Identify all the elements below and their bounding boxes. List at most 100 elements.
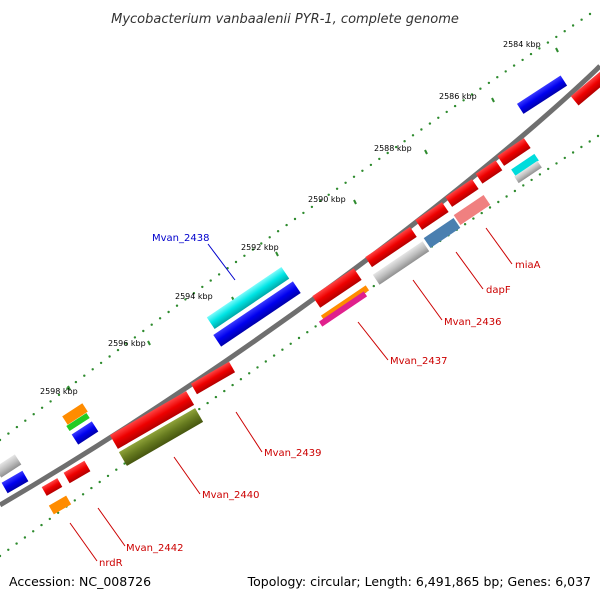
- track-dot: [394, 145, 398, 149]
- track-dot: [223, 389, 226, 393]
- track-dot: [201, 285, 204, 289]
- track-dot: [522, 184, 525, 187]
- leader-line: [455, 251, 484, 290]
- gene-block[interactable]: [372, 241, 430, 285]
- track-dot: [437, 116, 440, 120]
- tick-label: 2596 kbp: [108, 339, 146, 348]
- gene-block[interactable]: [511, 153, 539, 177]
- gene-block[interactable]: [190, 361, 236, 395]
- gene-block[interactable]: [423, 217, 461, 249]
- gene-block[interactable]: [206, 267, 290, 329]
- gene-block[interactable]: [516, 75, 568, 114]
- track-dot: [142, 329, 145, 333]
- gene-label-mvan-2439[interactable]: Mvan_2439: [264, 448, 321, 459]
- leader-line: [173, 456, 201, 495]
- gene-block[interactable]: [109, 391, 195, 449]
- gene-block[interactable]: [41, 478, 63, 496]
- gene-block[interactable]: [0, 454, 22, 478]
- track-dot: [487, 81, 491, 85]
- gene-block[interactable]: [415, 202, 449, 230]
- track-dot: [297, 336, 301, 340]
- track-dot: [588, 140, 591, 143]
- track-dot: [529, 52, 533, 56]
- track-dot: [7, 548, 10, 551]
- gene-block[interactable]: [318, 291, 368, 327]
- gene-block[interactable]: [453, 194, 491, 226]
- track-dot: [293, 217, 297, 221]
- tick-label: 2584 kbp: [503, 40, 541, 49]
- gene-block[interactable]: [48, 495, 72, 515]
- track-dot: [83, 374, 86, 377]
- gene-block[interactable]: [497, 138, 531, 166]
- gene-block[interactable]: [66, 412, 90, 432]
- leader-line: [69, 522, 98, 562]
- tick-label: 2586 kbp: [439, 92, 477, 101]
- track-dot: [281, 348, 284, 351]
- gene-label-miaa[interactable]: miaA: [515, 260, 541, 271]
- track-dot: [268, 236, 271, 239]
- gene-label-mvan-2440[interactable]: Mvan_2440: [202, 490, 259, 501]
- tick-label: 2594 kbp: [175, 292, 213, 301]
- track-dot: [0, 554, 2, 558]
- track-dot: [462, 99, 465, 102]
- tick-label: 2592 kbp: [241, 243, 279, 252]
- track-dot: [372, 284, 375, 288]
- gene-block[interactable]: [118, 408, 204, 466]
- tick-mark: [491, 97, 495, 103]
- track-dot: [289, 342, 292, 345]
- track-dot: [580, 18, 583, 21]
- gene-block[interactable]: [475, 160, 503, 184]
- track-dot: [256, 366, 259, 369]
- gene-block[interactable]: [213, 281, 301, 347]
- track-dot: [108, 355, 111, 358]
- tick-mark: [275, 251, 279, 257]
- gene-label-mvan-2442[interactable]: Mvan_2442: [126, 543, 183, 554]
- track-dot: [555, 35, 558, 39]
- gene-block[interactable]: [71, 421, 99, 445]
- track-dot: [123, 462, 126, 465]
- track-dot: [15, 542, 18, 545]
- track-dot: [445, 110, 448, 114]
- gene-label-mvan-2436[interactable]: Mvan_2436: [444, 317, 501, 328]
- gene-label-nrdr[interactable]: nrdR: [99, 558, 123, 569]
- track-dot: [596, 134, 600, 138]
- track-dot: [40, 523, 43, 527]
- gene-block[interactable]: [365, 226, 417, 268]
- gene-block[interactable]: [312, 268, 362, 308]
- gene-block[interactable]: [320, 285, 370, 321]
- track-dot: [24, 419, 27, 422]
- track-dot: [547, 167, 550, 171]
- map-title: Mycobacterium vanbaalenii PYR-1, complet…: [111, 12, 459, 27]
- track-dot: [23, 536, 27, 539]
- tick-mark: [147, 340, 151, 346]
- track-dot: [248, 372, 251, 375]
- track-dot: [243, 254, 246, 257]
- gene-block[interactable]: [445, 179, 479, 207]
- track-dot: [116, 348, 120, 352]
- track-dot: [403, 140, 406, 143]
- track-dot: [563, 156, 566, 160]
- leader-line: [235, 411, 263, 453]
- track-dot: [40, 406, 44, 409]
- track-dot: [206, 401, 209, 405]
- track-dot: [538, 173, 542, 176]
- gene-block[interactable]: [1, 470, 29, 494]
- gene-label-dapf[interactable]: dapF: [486, 285, 511, 296]
- label-leaders: [69, 227, 513, 562]
- track-dot: [555, 162, 558, 165]
- gene-label-mvan-2437[interactable]: Mvan_2437: [390, 356, 447, 367]
- track-dot: [150, 323, 153, 326]
- track-dot: [314, 325, 317, 328]
- gene-block[interactable]: [63, 460, 91, 484]
- track-dot: [251, 248, 255, 251]
- track-dot: [217, 273, 221, 276]
- gene-block[interactable]: [62, 403, 88, 425]
- track-dot: [538, 47, 541, 50]
- track-dot: [513, 189, 517, 193]
- tick-label: 2598 kbp: [40, 387, 78, 396]
- gene-label-mvan-2438[interactable]: Mvan_2438: [152, 233, 209, 244]
- track-dot: [512, 64, 516, 67]
- track-dot: [580, 145, 583, 149]
- gene-block[interactable]: [514, 160, 542, 184]
